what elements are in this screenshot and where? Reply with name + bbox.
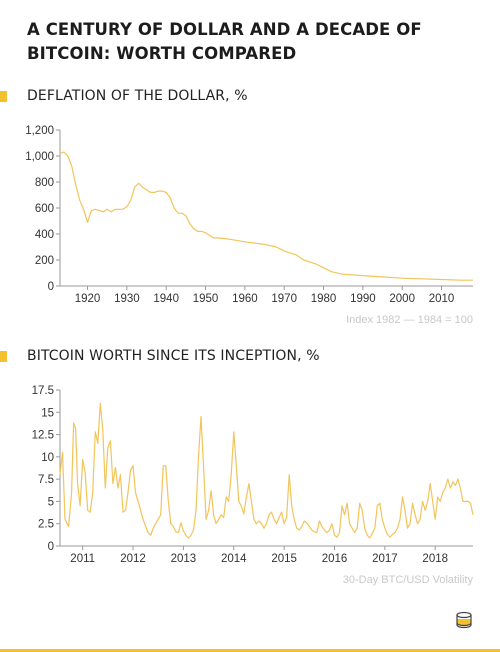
y-tick-label: 10 (41, 452, 54, 464)
coin-stack-icon (456, 611, 472, 629)
y-tick-label: 200 (35, 255, 54, 267)
y-tick-label: 400 (35, 229, 54, 241)
x-tick-label: 2013 (171, 553, 197, 565)
chart-note: Index 1982 — 1984 = 100 (346, 314, 473, 326)
x-tick-label: 2010 (429, 293, 455, 305)
x-tick-label: 2017 (372, 553, 398, 565)
x-tick-label: 1990 (350, 293, 376, 305)
y-tick-label: 7.5 (38, 474, 54, 486)
y-tick-label: 5 (48, 496, 54, 508)
y-tick-label: 1,000 (25, 151, 54, 163)
x-tick-label: 1950 (193, 293, 219, 305)
bottom-accent-rule (0, 649, 500, 652)
x-tick-label: 2018 (422, 553, 448, 565)
x-tick-label: 1970 (271, 293, 297, 305)
chart-note: 30-Day BTC/USD Volatility (343, 574, 474, 586)
bitcoin-volatility-chart: 0 2.5 5 7.5 10 12.5 15 17.5 2011 2012 2013 2014 2015… (32, 385, 474, 586)
y-tick-label: 0 (48, 281, 54, 293)
x-tick-label: 2016 (322, 553, 348, 565)
y-tick-label: 0 (48, 541, 54, 553)
x-tick-label: 2000 (389, 293, 415, 305)
dollar-chart-title: DEFLATION OF THE DOLLAR, % (27, 88, 248, 104)
page-title: A CENTURY OF DOLLAR AND A DECADE OF BITC… (27, 20, 422, 63)
section-marker-bitcoin (0, 351, 7, 362)
x-tick-label: 1920 (75, 293, 101, 305)
y-tick-label: 1,200 (25, 125, 54, 137)
y-tick-label: 15 (41, 407, 54, 419)
dollar-deflation-chart: 0 200 400 600 800 1,000 1,200 1920 1930 1940 1950 1… (25, 125, 473, 326)
y-tick-label: 2.5 (38, 519, 54, 531)
x-tick-label: 1980 (311, 293, 337, 305)
series-line (59, 402, 474, 539)
x-tick-label: 1940 (153, 293, 179, 305)
x-tick-label: 1960 (232, 293, 258, 305)
x-tick-label: 2015 (271, 553, 297, 565)
y-tick-label: 12.5 (32, 430, 54, 442)
x-tick-label: 1930 (114, 293, 140, 305)
y-tick-label: 600 (35, 203, 54, 215)
y-tick-label: 800 (35, 177, 54, 189)
series-line (59, 151, 473, 281)
x-tick-label: 2011 (70, 553, 95, 565)
bitcoin-chart-title: BITCOIN WORTH SINCE ITS INCEPTION, % (27, 348, 320, 364)
x-tick-label: 2014 (221, 553, 247, 565)
y-tick-label: 17.5 (32, 385, 54, 397)
section-marker-dollar (0, 91, 7, 102)
axis-lines (59, 130, 473, 287)
x-tick-label: 2012 (120, 553, 146, 565)
